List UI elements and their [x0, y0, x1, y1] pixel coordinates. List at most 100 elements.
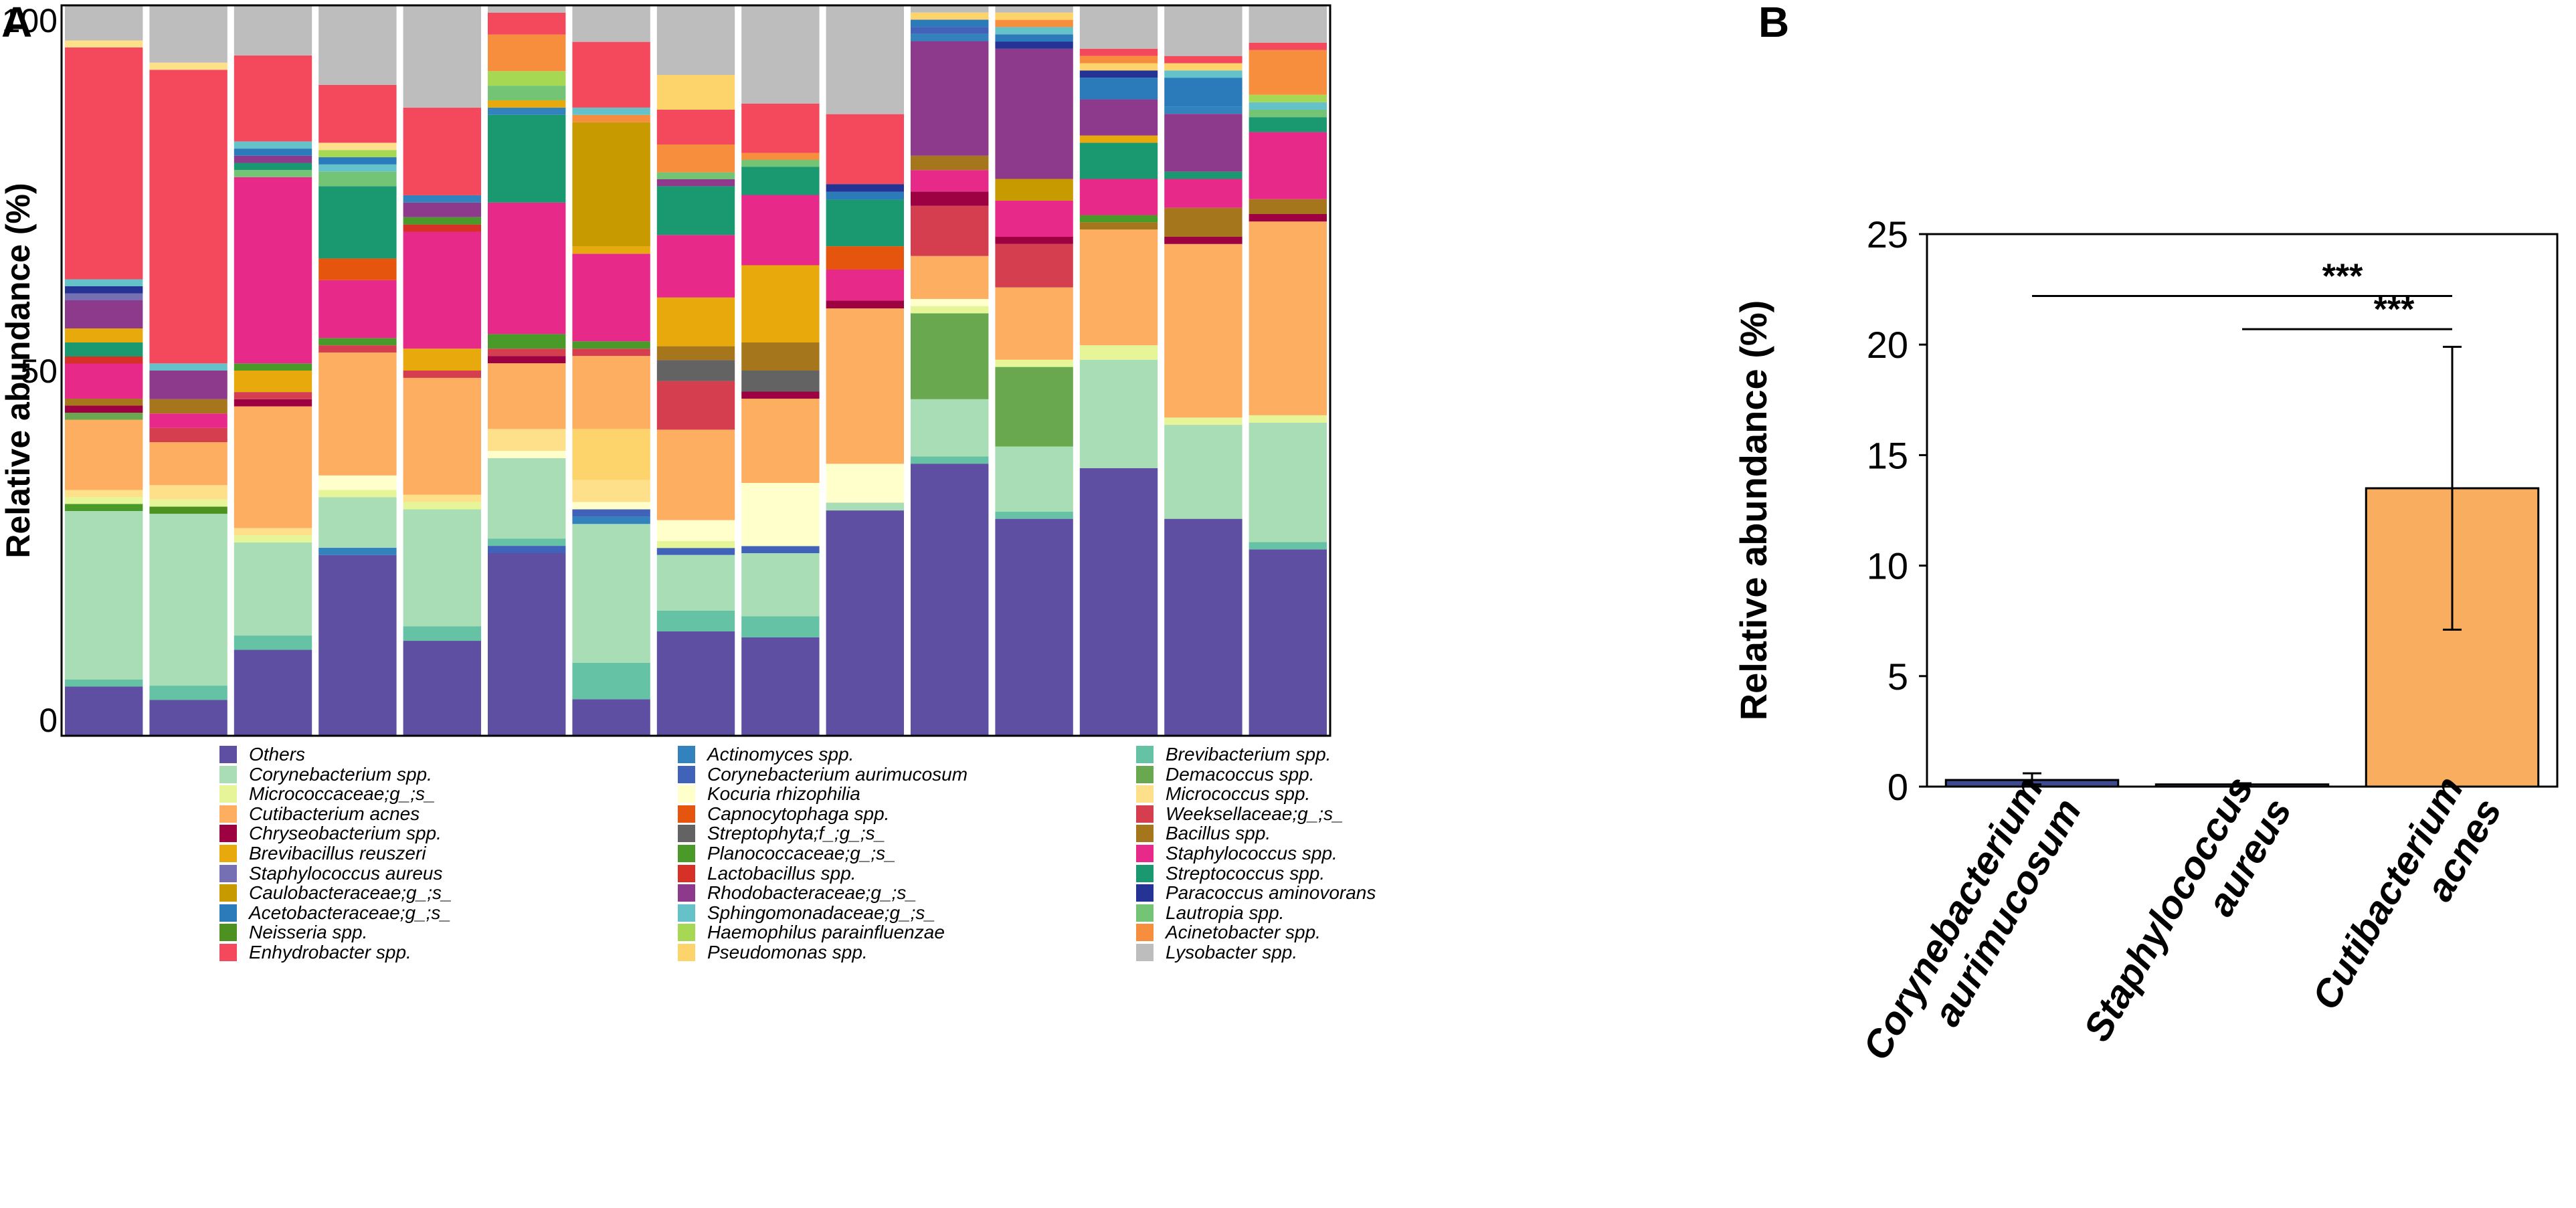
legend-item: Lysobacter spp. — [1136, 940, 1297, 965]
legend-swatch — [219, 845, 237, 862]
bar-segment-s13-15 — [1079, 48, 1158, 56]
bar-segment-s3-6 — [234, 406, 312, 528]
bar-segment-s1-11 — [65, 363, 143, 399]
bar-segment-s4-3 — [318, 497, 397, 548]
bar-segment-s7-17 — [572, 41, 650, 108]
bar-segment-s15-1 — [1249, 549, 1327, 736]
legend-label: Bacillus spp. — [1166, 823, 1271, 844]
bar-segment-s14-7 — [1164, 179, 1243, 208]
bar-segment-s1-3 — [65, 511, 143, 680]
bar-segment-s7-5 — [572, 509, 650, 517]
bar-segment-s11-5 — [911, 306, 989, 314]
bar-segment-s1-13 — [65, 342, 143, 357]
legend-item: Pseudomonas spp. — [678, 940, 868, 965]
bar-segment-s4-5 — [318, 475, 397, 490]
bar-segment-s10-10 — [826, 184, 904, 192]
bar-segment-s6-15 — [488, 86, 566, 100]
bar-segment-s14-3 — [1164, 417, 1243, 425]
legend-swatch — [678, 825, 695, 843]
bar-segment-s12-4 — [995, 367, 1073, 447]
bar-segment-s6-14 — [488, 100, 566, 108]
legend-item: Staphylococcus aureus — [219, 862, 443, 886]
bar-segment-s4-8 — [318, 338, 397, 346]
bar-segment-s8-6 — [656, 520, 735, 541]
bar-segment-s4-13 — [318, 164, 397, 172]
bar-segment-s4-2 — [318, 547, 397, 555]
bar-segment-s10-1 — [826, 510, 904, 736]
bar-segment-s14-9 — [1164, 114, 1243, 172]
bar-segment-s4-17 — [318, 84, 397, 143]
bar-segment-s2-11 — [149, 371, 227, 399]
bar-segment-s14-2 — [1164, 425, 1243, 519]
bar-segment-s2-9 — [149, 413, 227, 428]
bar-segment-s15-6 — [1249, 214, 1327, 222]
legend-swatch — [678, 765, 695, 783]
bar-segment-s9-4 — [741, 546, 820, 553]
bar-segment-s14-1 — [1164, 518, 1243, 736]
bar-segment-s3-12 — [234, 170, 312, 177]
legend-label: Lysobacter spp. — [1166, 942, 1298, 963]
bar-segment-s14-13 — [1164, 63, 1243, 71]
bar-segment-s15-5 — [1249, 221, 1327, 415]
bar-segment-s7-8 — [572, 429, 650, 480]
y-tick-label-b: 10 — [1867, 545, 1908, 587]
bar-segment-s9-14 — [741, 153, 820, 160]
legend-swatch — [678, 746, 695, 763]
bar-segment-s12-1 — [995, 518, 1073, 736]
legend-label: Brevibacillus reuszeri — [249, 843, 426, 864]
bar-segment-s7-10 — [572, 348, 650, 357]
bar-segment-s3-11 — [234, 177, 312, 364]
legend-swatch — [678, 924, 695, 942]
bar-segment-s11-6 — [911, 298, 989, 306]
legend-label: Cutibacterium acnes — [249, 803, 420, 824]
bar-segment-s13-16 — [1079, 5, 1158, 49]
bar-segment-s6-12 — [488, 114, 566, 203]
legend-item: Others — [219, 742, 305, 767]
legend-item: Corynebacterium aurimucosum — [678, 763, 968, 787]
bar-segment-s6-3 — [488, 538, 566, 546]
bar-segment-s11-12 — [911, 41, 989, 156]
legend-label: Acetobacteraceae;g_;s_ — [249, 902, 451, 923]
bar-chart-b: 0 5 10 15 20 25 Relative abundance (%) Coryneba… — [1732, 213, 2559, 1068]
bar-segment-s10-9 — [826, 191, 904, 200]
bar-segment-s11-3 — [911, 399, 989, 457]
bar-segment-s14-12 — [1164, 70, 1243, 78]
bar-segment-s6-18 — [488, 12, 566, 35]
bar-segment-s13-14 — [1079, 56, 1158, 64]
legend-label: Kocuria rhizophilia — [707, 783, 860, 805]
bar-segment-s4-10 — [318, 258, 397, 280]
bar-segment-s3-10 — [234, 363, 312, 371]
legend-item: Capnocytophaga spp. — [678, 802, 889, 826]
bar-segment-s8-8 — [656, 381, 735, 430]
stacked-bar-chart-a: 0 50 100 Relative abundance (%) — [0, 2, 1331, 739]
legend-item: Corynebacterium spp. — [219, 763, 432, 787]
bar-segment-s1-6 — [65, 490, 143, 497]
bar-segment-s1-1 — [65, 686, 143, 736]
bar-segment-s11-8 — [911, 205, 989, 256]
legend-label: Acinetobacter spp. — [1166, 922, 1321, 943]
bar-segment-s11-16 — [911, 12, 989, 20]
bar-segment-s3-2 — [234, 635, 312, 650]
bar-segment-s1-2 — [65, 680, 143, 687]
bar-segment-s15-7 — [1249, 199, 1327, 214]
bar-segment-s15-15 — [1249, 5, 1327, 43]
bar-segment-s5-13 — [403, 195, 481, 203]
bar-segment-s15-10 — [1249, 110, 1327, 118]
legend-swatch — [1136, 746, 1154, 763]
bar-segment-s8-11 — [656, 297, 735, 346]
legend-label: Sphingomonadaceae;g_;s_ — [707, 902, 935, 923]
legend-swatch — [678, 805, 695, 823]
legend-swatch — [1136, 904, 1154, 922]
bar-segment-s6-7 — [488, 363, 566, 429]
bar-segment-s8-17 — [656, 110, 735, 144]
bar-segment-s5-14 — [403, 107, 481, 195]
bar-segment-s7-14 — [572, 122, 650, 247]
legend-label: Caulobacteraceae;g_;s_ — [249, 882, 452, 904]
bar-segment-s7-18 — [572, 5, 650, 42]
bar-segment-s8-1 — [656, 631, 735, 736]
significance-label-1: *** — [2322, 258, 2363, 296]
bar-segment-s6-6 — [488, 429, 566, 451]
bar-segment-s12-9 — [995, 200, 1073, 237]
bar-segment-s10-5 — [826, 300, 904, 309]
legend-label: Capnocytophaga spp. — [707, 803, 890, 824]
